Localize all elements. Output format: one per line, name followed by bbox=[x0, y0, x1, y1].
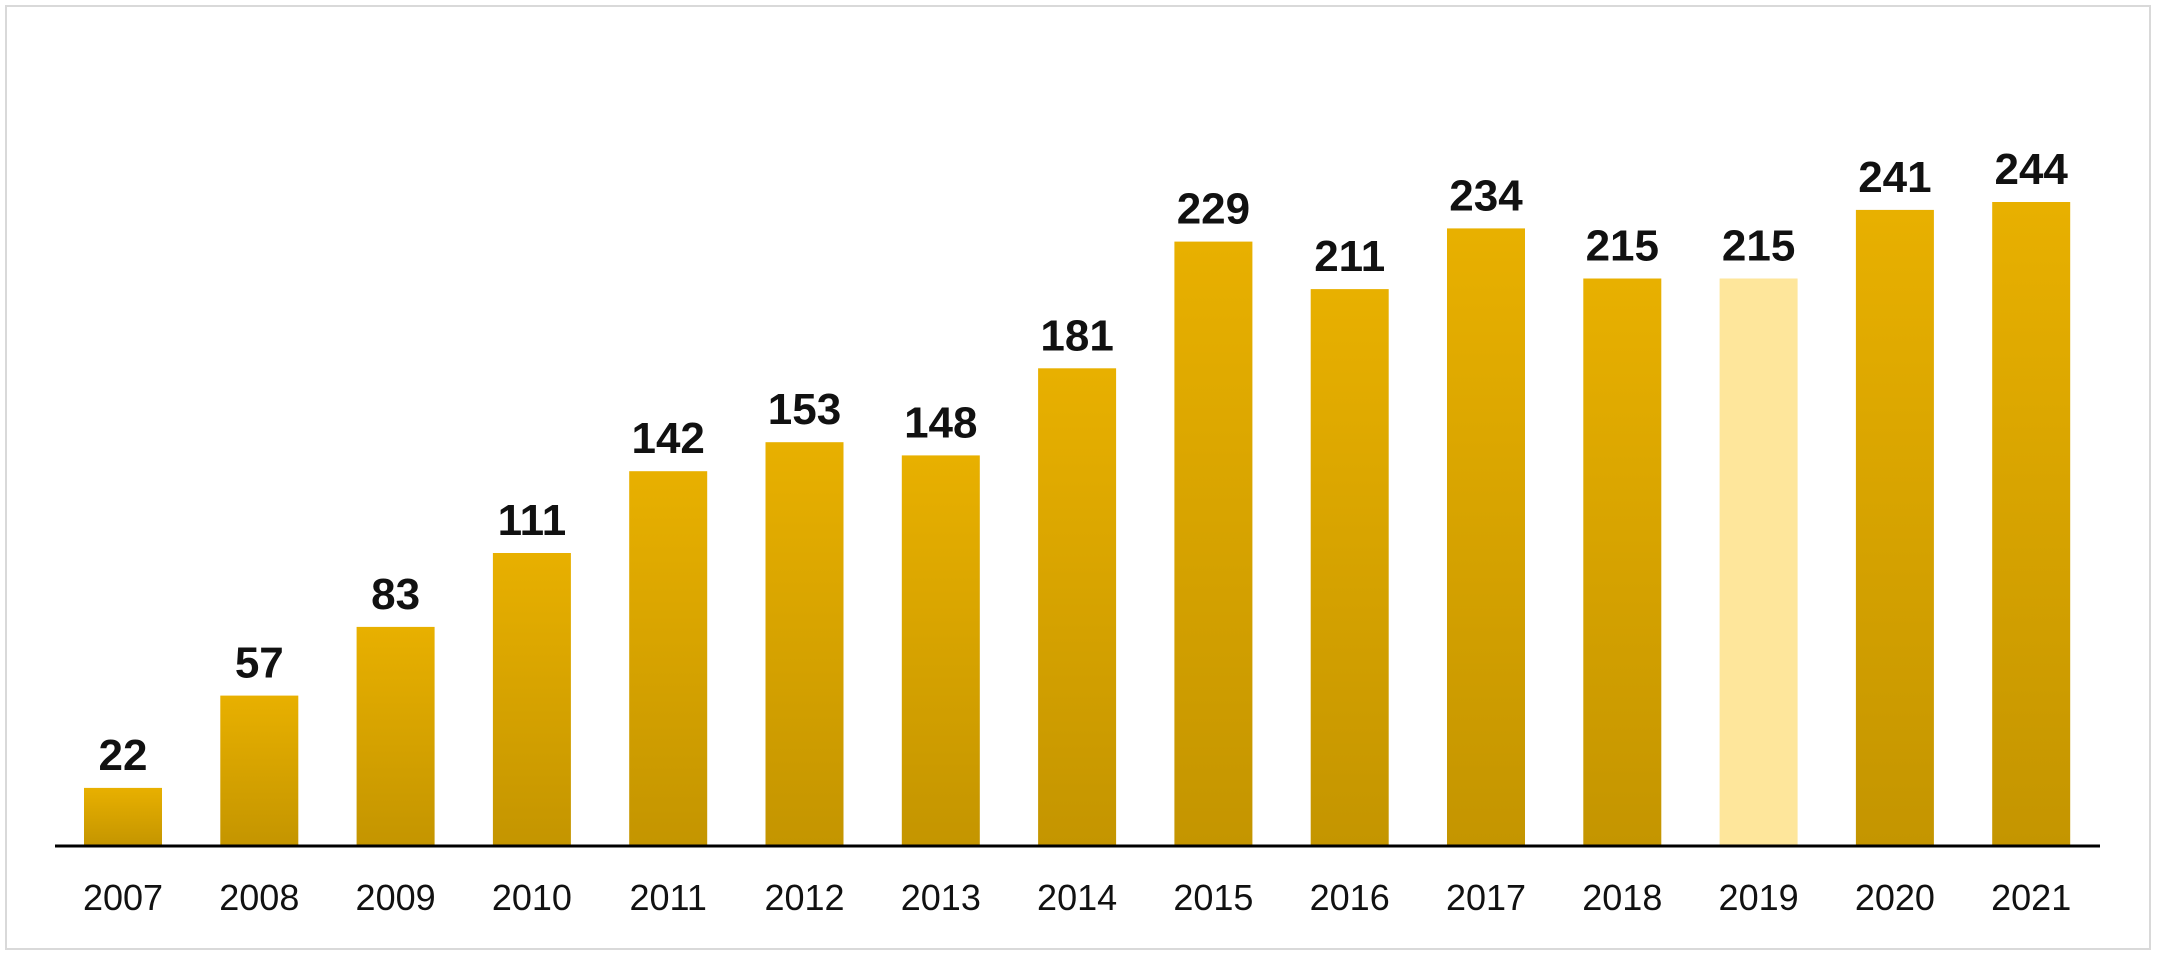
bar-2019 bbox=[1719, 278, 1798, 846]
value-label-2017: 234 bbox=[1449, 171, 1523, 220]
x-tick-label-2011: 2011 bbox=[629, 877, 706, 918]
bar-2009 bbox=[356, 626, 435, 846]
bar-2018 bbox=[1583, 278, 1662, 846]
x-tick-label-2016: 2016 bbox=[1310, 877, 1390, 918]
value-label-2013: 148 bbox=[904, 398, 977, 447]
bar-2007 bbox=[84, 787, 162, 846]
x-tick-label-2008: 2008 bbox=[219, 877, 299, 918]
value-label-2007: 22 bbox=[99, 731, 148, 780]
value-label-2010: 111 bbox=[498, 496, 567, 545]
x-tick-label-2015: 2015 bbox=[1173, 877, 1253, 918]
value-label-2016: 211 bbox=[1314, 232, 1385, 281]
value-label-2015: 229 bbox=[1177, 185, 1250, 234]
x-tick-label-2021: 2021 bbox=[1991, 877, 2071, 918]
value-label-2009: 83 bbox=[371, 570, 420, 619]
bar-2012 bbox=[765, 442, 844, 846]
value-label-2011: 142 bbox=[631, 414, 704, 463]
x-tick-label-2014: 2014 bbox=[1037, 877, 1117, 918]
bar-2011 bbox=[629, 471, 708, 846]
x-tick-label-2017: 2017 bbox=[1446, 877, 1526, 918]
x-tick-label-2009: 2009 bbox=[356, 877, 436, 918]
value-label-2019: 215 bbox=[1722, 222, 1795, 271]
bars-group bbox=[84, 202, 2071, 847]
value-label-2008: 57 bbox=[235, 639, 284, 688]
value-label-2018: 215 bbox=[1586, 222, 1659, 271]
value-labels-group: 22 57 83 111 142 153 148 181 229 211 234 215 215 241 2… bbox=[99, 145, 2069, 780]
bar-2015 bbox=[1174, 241, 1253, 847]
x-tick-label-2019: 2019 bbox=[1719, 877, 1799, 918]
bar-2017 bbox=[1447, 228, 1525, 846]
x-tick-label-2020: 2020 bbox=[1855, 877, 1935, 918]
bar-2013 bbox=[901, 455, 980, 846]
bar-2021 bbox=[1992, 202, 2071, 846]
x-tick-label-2018: 2018 bbox=[1582, 877, 1662, 918]
x-tick-labels-group: 2007 2008 2009 2010 2011 2012 2013 2014 2015 2016… bbox=[83, 877, 2071, 918]
value-label-2012: 153 bbox=[768, 385, 841, 434]
value-label-2020: 241 bbox=[1858, 153, 1931, 202]
bar-2014 bbox=[1038, 368, 1117, 846]
bar-2008 bbox=[220, 695, 299, 846]
value-label-2014: 181 bbox=[1040, 311, 1113, 360]
x-tick-label-2007: 2007 bbox=[83, 877, 163, 918]
bar-2010 bbox=[492, 553, 571, 846]
x-tick-label-2013: 2013 bbox=[901, 877, 981, 918]
bar-2016 bbox=[1310, 289, 1389, 847]
x-tick-label-2012: 2012 bbox=[764, 877, 844, 918]
value-label-2021: 244 bbox=[1994, 145, 2068, 194]
x-tick-label-2010: 2010 bbox=[492, 877, 572, 918]
bar-2020 bbox=[1855, 209, 1934, 846]
